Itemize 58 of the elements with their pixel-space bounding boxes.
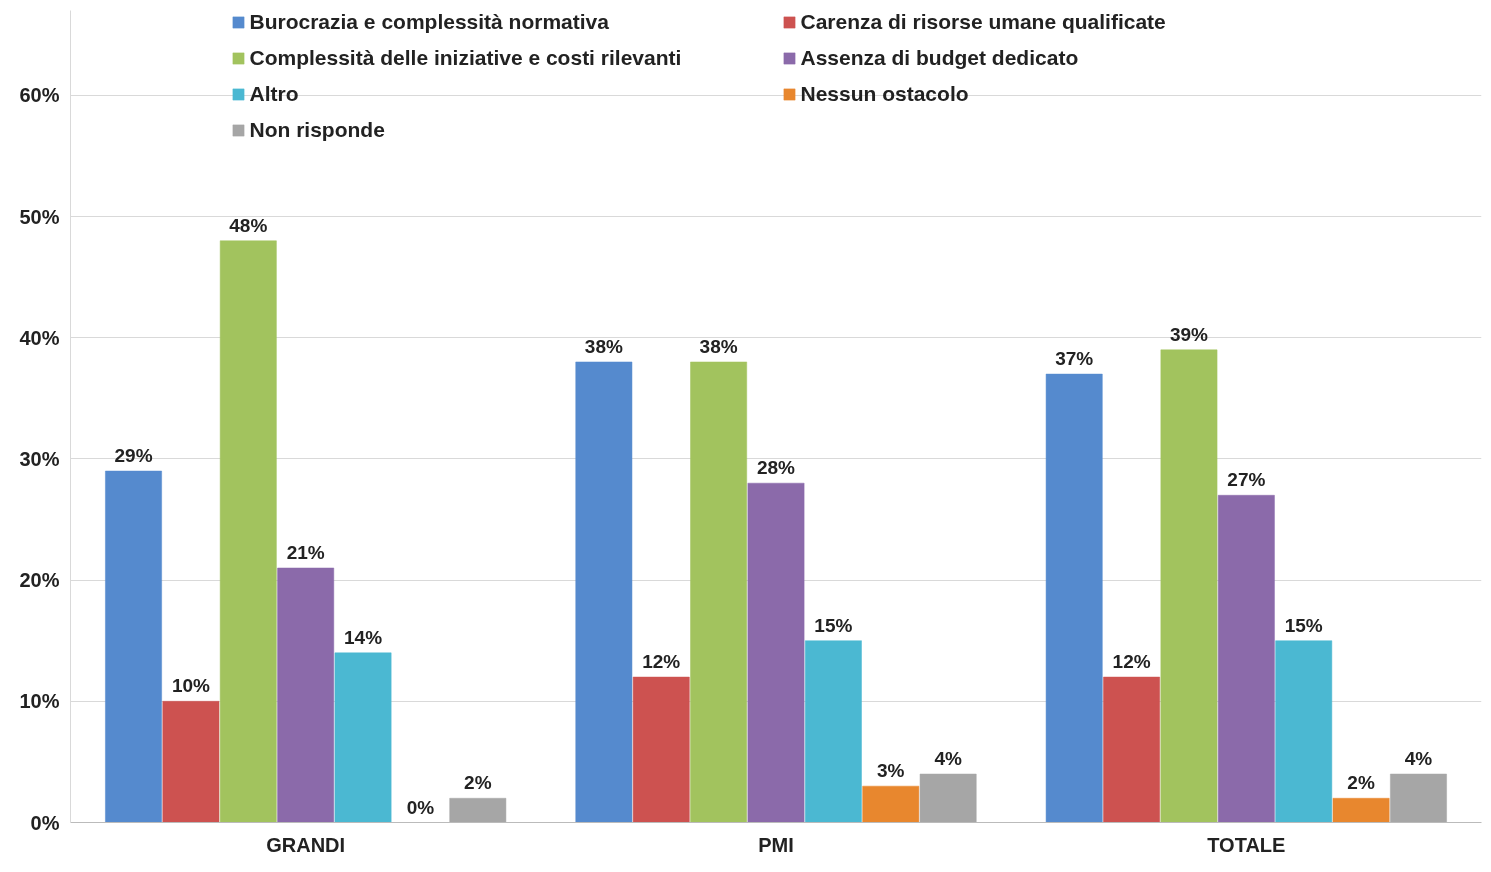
bar [1160, 349, 1218, 823]
y-tick-label: 20% [19, 569, 60, 592]
x-tick-label: PMI [758, 833, 794, 856]
y-tick-label: 0% [30, 811, 60, 834]
data-label: 10% [171, 675, 211, 697]
bar [919, 773, 977, 823]
bar [575, 361, 633, 823]
data-label: 39% [1169, 323, 1209, 345]
data-label: 3% [877, 760, 905, 782]
x-tick-label: TOTALE [1207, 833, 1286, 856]
legend-label: Burocrazia e complessità normativa [249, 10, 610, 34]
data-label: 48% [229, 214, 268, 236]
y-tick-label: 30% [19, 447, 60, 470]
data-label: 38% [699, 335, 738, 357]
data-label: 0% [406, 796, 435, 818]
bar [449, 798, 507, 823]
legend-label: Carenza di risorse umane qualificate [800, 10, 1167, 34]
x-tick-label: GRANDI [266, 833, 346, 856]
bar [162, 701, 220, 823]
bar [632, 676, 690, 823]
y-tick-label: 40% [19, 326, 60, 349]
data-label: 14% [344, 626, 383, 648]
bar [690, 361, 747, 823]
legend-label: Nessun ostacolo [800, 82, 970, 106]
bar [862, 785, 920, 823]
legend-label: Non risponde [249, 118, 386, 142]
data-label: 2% [464, 772, 492, 794]
bar [105, 470, 162, 823]
data-label: 15% [814, 614, 853, 636]
bar [334, 652, 392, 823]
data-label: 15% [1284, 614, 1323, 636]
data-label: 21% [286, 541, 325, 563]
bar [805, 640, 862, 823]
bar [1103, 676, 1160, 823]
bar [219, 240, 277, 823]
y-tick-label: 60% [19, 84, 60, 107]
y-tick-label: 50% [19, 205, 60, 228]
bar [1390, 773, 1447, 823]
data-label: 4% [934, 748, 962, 770]
data-label: 2% [1347, 772, 1375, 794]
data-label: 12% [642, 651, 681, 673]
legend-label: Altro [249, 82, 300, 106]
bar [277, 567, 335, 823]
data-label: 28% [756, 457, 796, 479]
legend-label: Assenza di budget dedicato [800, 46, 1080, 70]
bar [1332, 798, 1390, 823]
data-label: 38% [584, 335, 623, 357]
data-label: 12% [1112, 651, 1151, 673]
bar [1275, 640, 1333, 823]
data-label: 27% [1227, 469, 1266, 491]
bar [747, 482, 805, 823]
data-label: 4% [1404, 748, 1433, 770]
data-label: 29% [114, 445, 153, 467]
bar [1217, 495, 1275, 823]
data-label: 37% [1055, 348, 1094, 370]
legend-label: Complessità delle iniziative e costi rilevanti [249, 46, 683, 70]
y-tick-label: 10% [19, 690, 60, 713]
bar [1045, 373, 1103, 823]
